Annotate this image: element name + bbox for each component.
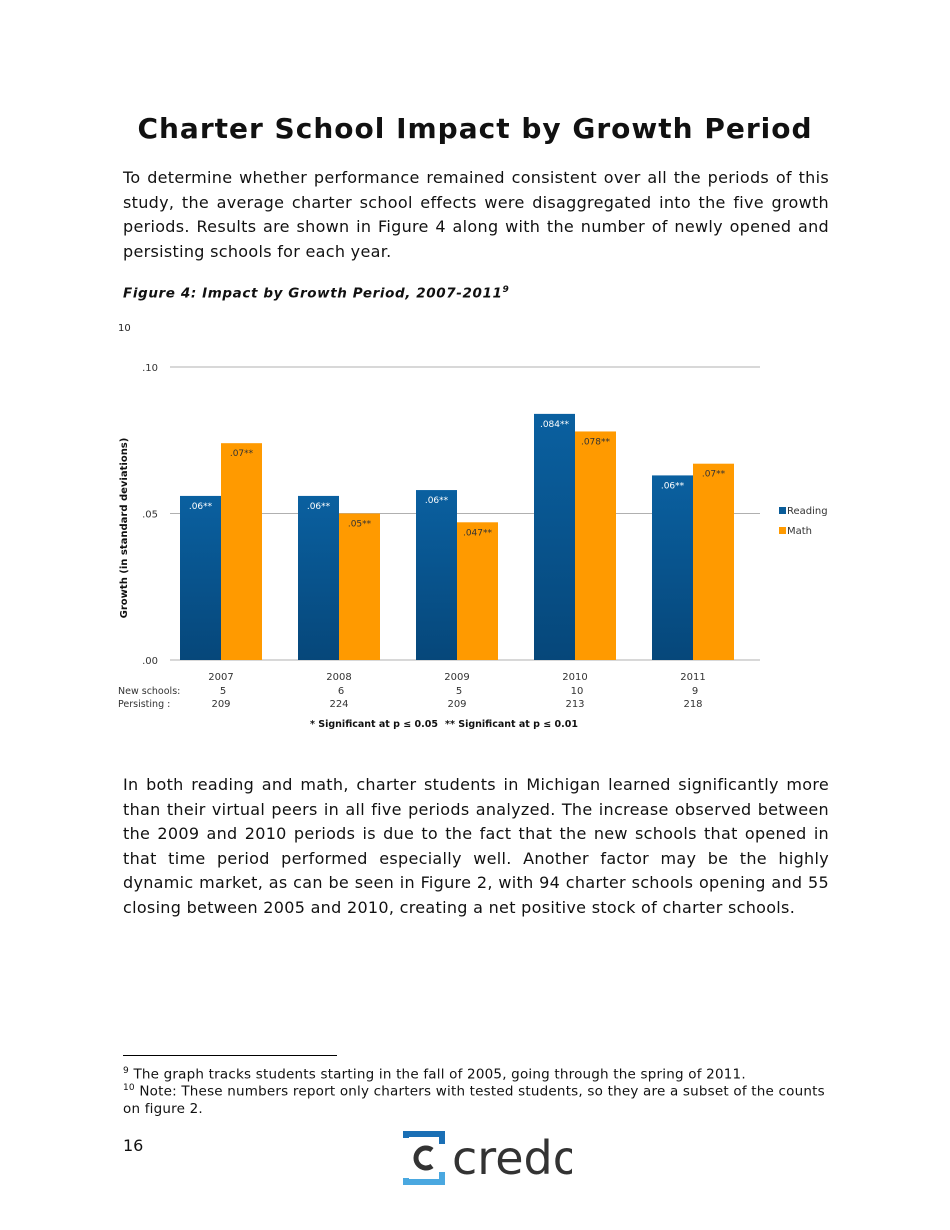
significance-note-05: * Significant at p ≤ 0.05: [310, 719, 438, 730]
credo-logo: credo: [402, 1130, 581, 1190]
bar-reading-2010: [534, 413, 575, 660]
x-tick-label: 2010: [562, 672, 587, 683]
y-tick-label: .10: [142, 363, 158, 374]
footnote-10-text: Note: These numbers report only charters…: [123, 1083, 825, 1117]
legend-swatch-math: [779, 527, 786, 534]
bar-math-2008: [339, 513, 380, 660]
y-tick-label: .00: [142, 656, 158, 667]
data-label-reading-2007: .06**: [189, 502, 213, 512]
footnote-10-ref: 10: [123, 1083, 135, 1093]
page-title: Charter School Impact by Growth Period: [137, 112, 813, 145]
bar-math-2011: [693, 463, 734, 660]
bar-chart: 10 .00 .05 .10 Growth (in standard deviation…: [118, 323, 828, 730]
bar-reading-2011: [652, 475, 693, 660]
data-label-math-2011: .07**: [702, 470, 726, 480]
page-number: 16: [123, 1136, 144, 1155]
legend-swatch-reading: [779, 507, 786, 514]
footnote-9-text: The graph tracks students starting in th…: [133, 1066, 746, 1083]
persisting-label: Persisting :: [118, 699, 170, 710]
chart-corner-note: 10: [118, 323, 131, 334]
new-schools-value: 6: [338, 686, 344, 697]
data-label-reading-2010: .084**: [540, 420, 570, 430]
intro-paragraph: To determine whether performance remaine…: [123, 168, 829, 261]
persisting-value: 213: [565, 699, 584, 710]
figure-caption-text: Figure 4: Impact by Growth Period, 2007-…: [123, 285, 503, 302]
x-tick-label: 2011: [680, 672, 705, 683]
data-label-math-2010: .078**: [581, 437, 611, 447]
persisting-value: 218: [683, 699, 702, 710]
data-label-reading-2011: .06**: [661, 481, 685, 491]
footnote-10: 10 Note: These numbers report only chart…: [123, 1080, 843, 1118]
data-label-math-2009: .047**: [463, 528, 493, 538]
bar-reading-2009: [416, 490, 457, 660]
data-label-reading-2008: .06**: [307, 502, 331, 512]
bar-math-2010: [575, 431, 616, 660]
new-schools-value: 9: [692, 686, 698, 697]
new-schools-value: 5: [220, 686, 226, 697]
footnote-9: 9 The graph tracks students starting in …: [123, 1063, 843, 1084]
x-tick-label: 2009: [444, 672, 469, 683]
y-tick-label: .05: [142, 510, 158, 521]
x-tick-label: 2008: [326, 672, 351, 683]
legend-label-math: Math: [787, 526, 812, 537]
discussion-paragraph: In both reading and math, charter studen…: [123, 775, 829, 917]
data-label-math-2008: .05**: [348, 520, 372, 530]
x-tick-label: 2007: [208, 672, 233, 683]
persisting-value: 209: [447, 699, 466, 710]
data-label-math-2007: .07**: [230, 449, 254, 459]
footnote-divider: [123, 1055, 337, 1056]
svg-text:credo: credo: [452, 1131, 572, 1185]
y-axis-label: Growth (in standard deviations): [119, 438, 130, 619]
new-schools-value: 10: [571, 686, 584, 697]
footnote-ref: 9: [502, 285, 510, 295]
bar-math-2007: [221, 443, 262, 660]
bar-reading-2008: [298, 495, 339, 660]
significance-note-01: ** Significant at p ≤ 0.01: [445, 719, 578, 730]
figure-caption: Figure 4: Impact by Growth Period, 2007-…: [123, 285, 509, 302]
persisting-value: 209: [211, 699, 230, 710]
bar-reading-2007: [180, 495, 221, 660]
footnote-9-ref: 9: [123, 1066, 129, 1076]
persisting-value: 224: [329, 699, 348, 710]
bar-math-2009: [457, 522, 498, 660]
legend-label-reading: Reading: [787, 506, 828, 517]
new-schools-value: 5: [456, 686, 462, 697]
new-schools-label: New schools:: [118, 686, 180, 697]
data-label-reading-2009: .06**: [425, 496, 449, 506]
